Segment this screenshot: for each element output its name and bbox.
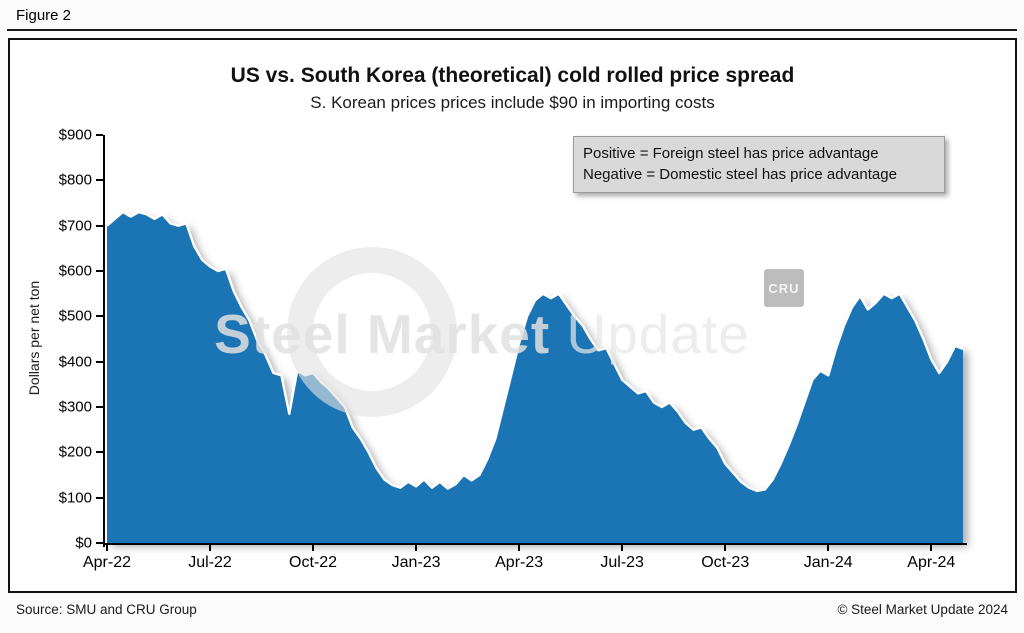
x-tick-label: Oct-22 bbox=[289, 554, 338, 571]
annotation-line-positive: Positive = Foreign steel has price advan… bbox=[583, 145, 879, 162]
x-tick-label: Apr-22 bbox=[82, 554, 132, 571]
x-tick-mark bbox=[415, 545, 418, 551]
y-tick-mark bbox=[96, 451, 103, 454]
x-tick-mark bbox=[312, 545, 315, 551]
price-spread-edge bbox=[106, 210, 964, 493]
y-tick-mark bbox=[96, 224, 103, 227]
y-tick-mark bbox=[96, 542, 103, 544]
chart-subtitle: S. Korean prices prices include $90 in i… bbox=[310, 93, 715, 112]
x-tick-mark bbox=[724, 545, 727, 551]
source-note: Source: SMU and CRU Group bbox=[16, 602, 197, 617]
x-tick-label: Oct-23 bbox=[701, 554, 750, 571]
annotation-box: Positive = Foreign steel has price advan… bbox=[573, 136, 945, 193]
y-tick-label: $100 bbox=[58, 489, 92, 507]
y-tick-mark bbox=[96, 406, 103, 408]
copyright-note: © Steel Market Update 2024 bbox=[837, 602, 1008, 617]
x-tick-label: Jan-24 bbox=[803, 554, 853, 571]
y-tick-label: $800 bbox=[58, 171, 92, 189]
annotation-line-negative: Negative = Domestic steel has price adva… bbox=[583, 166, 897, 184]
x-tick-mark bbox=[518, 545, 521, 551]
y-tick-label: $300 bbox=[58, 398, 92, 416]
y-tick-label: $900 bbox=[58, 126, 92, 144]
chart-frame: US vs. South Korea (theoretical) cold ro… bbox=[8, 38, 1017, 593]
y-tick-label: $0 bbox=[75, 534, 92, 552]
y-axis-line bbox=[103, 135, 105, 547]
y-tick-mark bbox=[96, 360, 103, 363]
y-tick-label: $400 bbox=[58, 353, 92, 371]
y-tick-mark bbox=[96, 134, 103, 136]
x-tick-mark bbox=[621, 545, 624, 551]
y-axis-title: Dollars per net ton bbox=[26, 280, 42, 396]
y-tick-label: $500 bbox=[58, 307, 92, 325]
x-tick-label: Jul-22 bbox=[188, 554, 232, 571]
x-tick-label: Apr-23 bbox=[495, 554, 544, 571]
x-axis-line bbox=[103, 543, 967, 545]
top-divider bbox=[7, 29, 1017, 31]
x-tick-label: Apr-24 bbox=[907, 554, 956, 571]
figure-label: Figure 2 bbox=[16, 7, 72, 24]
x-tick-label: Jul-23 bbox=[600, 554, 644, 571]
y-tick-mark bbox=[96, 270, 103, 272]
y-tick-label: $600 bbox=[58, 262, 92, 280]
chart-title: US vs. South Korea (theoretical) cold ro… bbox=[230, 64, 795, 87]
y-tick-mark bbox=[96, 315, 103, 318]
y-tick-mark bbox=[96, 496, 103, 499]
y-tick-label: $200 bbox=[58, 443, 92, 461]
price-spread-area bbox=[107, 212, 963, 543]
plot-area: $900 $800 $700 $600 $500 $400 $300 $200 $100 $0 A… bbox=[59, 127, 967, 571]
x-tick-label: Jan-23 bbox=[391, 554, 441, 571]
x-tick-mark bbox=[930, 545, 933, 551]
x-tick-mark bbox=[827, 545, 830, 551]
area-chart bbox=[106, 210, 964, 543]
y-tick-label: $700 bbox=[58, 217, 92, 235]
x-tick-mark bbox=[106, 545, 108, 551]
x-tick-mark bbox=[209, 545, 212, 551]
y-tick-mark bbox=[96, 179, 103, 182]
